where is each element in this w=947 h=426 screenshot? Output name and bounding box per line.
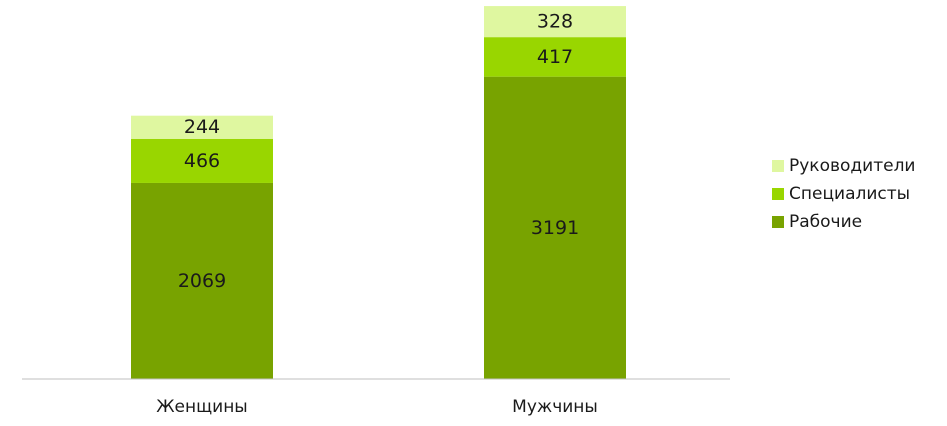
- legend-swatch-1: [772, 160, 784, 172]
- data-label-1-1: 2069: [178, 270, 226, 292]
- bar-segment-1-1: [131, 182, 273, 379]
- category-labels-layer: Женщины Мужчины: [156, 397, 598, 417]
- legend-label-1: Руководители: [789, 156, 915, 176]
- data-label-1-2: 466: [184, 150, 220, 172]
- legend-swatch-2: [772, 188, 784, 200]
- category-label-2: Мужчины: [512, 397, 598, 417]
- legend: Руководители Специалисты Рабочие: [772, 156, 915, 232]
- legend-label-3: Рабочие: [789, 212, 862, 232]
- legend-label-2: Специалисты: [789, 184, 910, 204]
- bars-layer: [131, 6, 626, 380]
- category-label-1: Женщины: [156, 397, 247, 417]
- data-label-2-2: 417: [537, 46, 573, 68]
- data-label-2-3: 328: [537, 11, 573, 33]
- bar-segment-2-1: [484, 76, 626, 380]
- data-labels-layer: 2069 466 244 3191 417 328: [178, 11, 579, 292]
- data-label-2-1: 3191: [531, 217, 579, 239]
- bar-segment-1-2: [131, 138, 273, 183]
- legend-swatch-3: [772, 216, 784, 228]
- bar-segment-1-3: [131, 115, 273, 139]
- bar-segment-2-3: [484, 6, 626, 38]
- bar-segment-2-2: [484, 37, 626, 77]
- data-label-1-3: 244: [184, 116, 220, 138]
